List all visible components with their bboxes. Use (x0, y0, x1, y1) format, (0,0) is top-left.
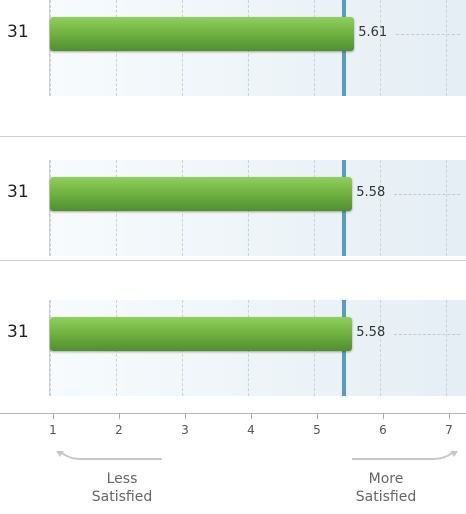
less-satisfied-arrow-icon (56, 451, 162, 460)
chart-row-3: 31 5.58 (0, 300, 466, 396)
x-axis: 1 2 3 4 5 6 7 Less Satisfied More Satisfie… (0, 407, 466, 514)
row-count: 31 (7, 22, 29, 42)
plot-area: 5.58 (49, 160, 466, 256)
value-label: 5.58 (356, 325, 386, 340)
value-dash (396, 34, 460, 35)
grid-line (380, 300, 381, 396)
x-tick-label: 7 (445, 423, 453, 437)
x-tick-label: 5 (313, 423, 321, 437)
chart-row-1: 31 5.61 (0, 0, 466, 96)
x-tick-label: 2 (115, 423, 123, 437)
grid-line (446, 0, 447, 96)
x-tick-label: 4 (247, 423, 255, 437)
grid-line (380, 0, 381, 96)
x-tick (185, 413, 186, 419)
grid-line (446, 300, 447, 396)
row-count: 31 (7, 322, 29, 342)
chart-row-2: 31 5.58 (0, 160, 466, 256)
grid-line (446, 160, 447, 256)
x-tick-label: 6 (379, 423, 387, 437)
bar (50, 317, 353, 351)
row-divider (0, 136, 466, 137)
row-divider (0, 260, 466, 261)
value-dash (394, 194, 460, 195)
x-tick (317, 413, 318, 419)
bar (50, 177, 353, 211)
x-tick (53, 413, 54, 419)
x-tick-label: 1 (49, 423, 57, 437)
value-label: 5.58 (356, 185, 386, 200)
x-tick (449, 413, 450, 419)
bar (50, 17, 355, 51)
value-dash (394, 334, 460, 335)
x-tick (251, 413, 252, 419)
x-tick (383, 413, 384, 419)
grid-line (380, 160, 381, 256)
x-tick-label: 3 (181, 423, 189, 437)
value-label: 5.61 (358, 25, 388, 40)
more-satisfied-label: More Satisfied (355, 471, 417, 505)
less-satisfied-label: Less Satisfied (91, 471, 153, 505)
plot-area: 5.61 (49, 0, 466, 96)
x-tick (119, 413, 120, 419)
row-count: 31 (7, 182, 29, 202)
x-axis-line (0, 413, 466, 414)
plot-area: 5.58 (49, 300, 466, 396)
more-satisfied-arrow-icon (352, 451, 458, 460)
